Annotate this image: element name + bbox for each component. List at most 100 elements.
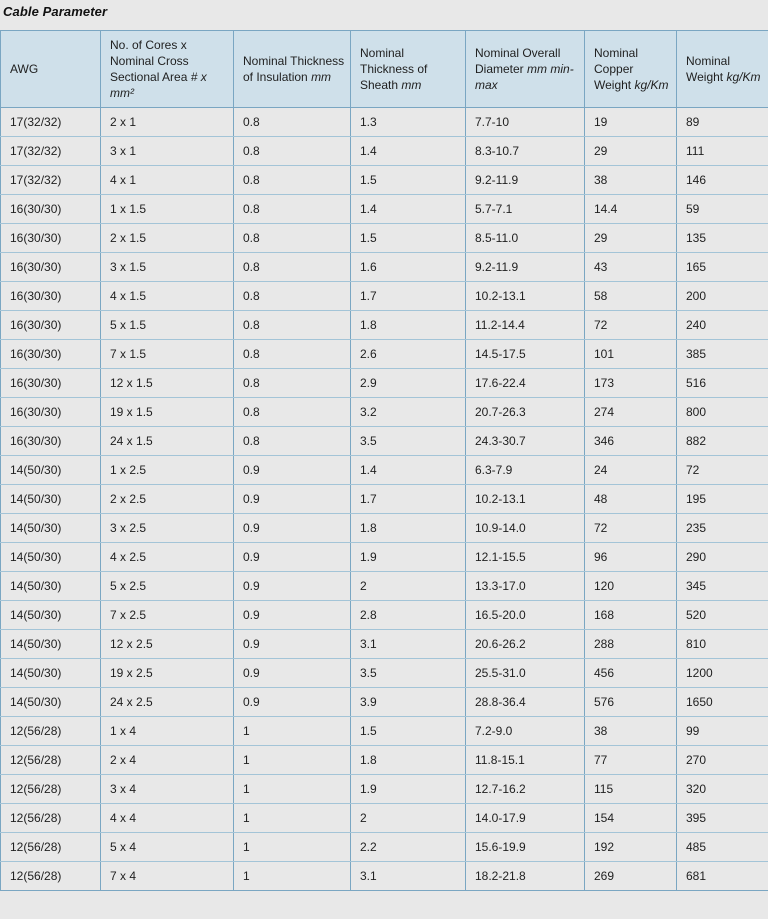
cell-nominal-weight: 516	[676, 368, 768, 398]
cell-overall-diameter: 17.6-22.4	[465, 368, 585, 398]
cell-sheath-thickness: 3.2	[350, 397, 466, 427]
column-header-nominal-weight: Nominal Weight kg/Km	[676, 30, 768, 108]
cell-cores-cross-section: 4 x 2.5	[100, 542, 234, 572]
cell-insulation-thickness: 0.8	[233, 107, 351, 137]
cell-copper-weight: 456	[584, 658, 677, 688]
cell-awg: 17(32/32)	[0, 136, 101, 166]
cell-awg: 12(56/28)	[0, 774, 101, 804]
table-row: 12(56/28) 4 x 4 1 2 14.0-17.9 154 395	[0, 803, 768, 833]
cell-insulation-thickness: 0.9	[233, 542, 351, 572]
cell-overall-diameter: 11.8-15.1	[465, 745, 585, 775]
table-row: 14(50/30) 5 x 2.5 0.9 2 13.3-17.0 120 345	[0, 571, 768, 601]
column-header-awg: AWG	[0, 30, 101, 108]
column-unit: mm	[311, 70, 332, 84]
cell-sheath-thickness: 1.8	[350, 745, 466, 775]
column-label: Nominal Weight	[686, 54, 731, 84]
cell-cores-cross-section: 12 x 1.5	[100, 368, 234, 398]
cell-cores-cross-section: 3 x 1	[100, 136, 234, 166]
table-row: 16(30/30) 3 x 1.5 0.8 1.6 9.2-11.9 43 165	[0, 252, 768, 282]
cell-overall-diameter: 8.5-11.0	[465, 223, 585, 253]
cell-nominal-weight: 99	[676, 716, 768, 746]
cell-insulation-thickness: 0.9	[233, 455, 351, 485]
cell-overall-diameter: 24.3-30.7	[465, 426, 585, 456]
cell-nominal-weight: 235	[676, 513, 768, 543]
cell-copper-weight: 58	[584, 281, 677, 311]
cell-awg: 12(56/28)	[0, 861, 101, 891]
table-row: 14(50/30) 7 x 2.5 0.9 2.8 16.5-20.0 168 520	[0, 600, 768, 630]
cell-copper-weight: 274	[584, 397, 677, 427]
cell-insulation-thickness: 1	[233, 861, 351, 891]
table-row: 14(50/30) 24 x 2.5 0.9 3.9 28.8-36.4 576 1650	[0, 687, 768, 717]
cell-cores-cross-section: 12 x 2.5	[100, 629, 234, 659]
cell-awg: 17(32/32)	[0, 107, 101, 137]
cell-awg: 14(50/30)	[0, 484, 101, 514]
cell-insulation-thickness: 0.8	[233, 426, 351, 456]
cell-copper-weight: 120	[584, 571, 677, 601]
table-row: 14(50/30) 4 x 2.5 0.9 1.9 12.1-15.5 96 290	[0, 542, 768, 572]
cell-copper-weight: 48	[584, 484, 677, 514]
table-row: 12(56/28) 2 x 4 1 1.8 11.8-15.1 77 270	[0, 745, 768, 775]
cell-sheath-thickness: 1.3	[350, 107, 466, 137]
cell-sheath-thickness: 2	[350, 571, 466, 601]
cell-insulation-thickness: 1	[233, 832, 351, 862]
cell-awg: 14(50/30)	[0, 455, 101, 485]
cell-cores-cross-section: 5 x 4	[100, 832, 234, 862]
cell-sheath-thickness: 2.6	[350, 339, 466, 369]
cell-nominal-weight: 1650	[676, 687, 768, 717]
cell-cores-cross-section: 4 x 1.5	[100, 281, 234, 311]
cell-sheath-thickness: 1.4	[350, 455, 466, 485]
cell-overall-diameter: 18.2-21.8	[465, 861, 585, 891]
column-label: Nominal Overall Diameter	[475, 46, 561, 76]
cell-sheath-thickness: 3.9	[350, 687, 466, 717]
cell-nominal-weight: 195	[676, 484, 768, 514]
table-row: 17(32/32) 4 x 1 0.8 1.5 9.2-11.9 38 146	[0, 165, 768, 195]
cell-insulation-thickness: 0.8	[233, 136, 351, 166]
cell-insulation-thickness: 0.9	[233, 571, 351, 601]
cell-overall-diameter: 15.6-19.9	[465, 832, 585, 862]
cell-nominal-weight: 200	[676, 281, 768, 311]
table-row: 16(30/30) 24 x 1.5 0.8 3.5 24.3-30.7 346 882	[0, 426, 768, 456]
table-row: 12(56/28) 5 x 4 1 2.2 15.6-19.9 192 485	[0, 832, 768, 862]
cell-nominal-weight: 270	[676, 745, 768, 775]
cell-insulation-thickness: 0.8	[233, 223, 351, 253]
cell-sheath-thickness: 1.4	[350, 136, 466, 166]
cell-cores-cross-section: 5 x 1.5	[100, 310, 234, 340]
cell-awg: 16(30/30)	[0, 426, 101, 456]
table-row: 16(30/30) 2 x 1.5 0.8 1.5 8.5-11.0 29 135	[0, 223, 768, 253]
cell-cores-cross-section: 19 x 2.5	[100, 658, 234, 688]
cell-nominal-weight: 800	[676, 397, 768, 427]
cell-cores-cross-section: 7 x 4	[100, 861, 234, 891]
cell-copper-weight: 173	[584, 368, 677, 398]
table-row: 12(56/28) 3 x 4 1 1.9 12.7-16.2 115 320	[0, 774, 768, 804]
cell-overall-diameter: 10.2-13.1	[465, 281, 585, 311]
table-body: 17(32/32) 2 x 1 0.8 1.3 7.7-10 19 89 17(32/32) 3…	[0, 107, 768, 891]
cell-sheath-thickness: 3.1	[350, 629, 466, 659]
table-row: 16(30/30) 7 x 1.5 0.8 2.6 14.5-17.5 101 385	[0, 339, 768, 369]
cell-insulation-thickness: 0.9	[233, 687, 351, 717]
table-row: 17(32/32) 3 x 1 0.8 1.4 8.3-10.7 29 111	[0, 136, 768, 166]
cell-sheath-thickness: 1.4	[350, 194, 466, 224]
cell-nominal-weight: 345	[676, 571, 768, 601]
column-label: AWG	[10, 62, 39, 76]
column-unit: mm min-max	[475, 62, 574, 92]
cell-copper-weight: 77	[584, 745, 677, 775]
cell-cores-cross-section: 24 x 1.5	[100, 426, 234, 456]
cell-cores-cross-section: 24 x 2.5	[100, 687, 234, 717]
cell-nominal-weight: 89	[676, 107, 768, 137]
cell-overall-diameter: 20.6-26.2	[465, 629, 585, 659]
cell-nominal-weight: 320	[676, 774, 768, 804]
cell-overall-diameter: 25.5-31.0	[465, 658, 585, 688]
cell-overall-diameter: 10.9-14.0	[465, 513, 585, 543]
cell-insulation-thickness: 1	[233, 774, 351, 804]
cell-copper-weight: 29	[584, 136, 677, 166]
cell-nominal-weight: 882	[676, 426, 768, 456]
cell-overall-diameter: 12.7-16.2	[465, 774, 585, 804]
cell-overall-diameter: 6.3-7.9	[465, 455, 585, 485]
cell-awg: 14(50/30)	[0, 658, 101, 688]
cell-overall-diameter: 11.2-14.4	[465, 310, 585, 340]
cell-sheath-thickness: 1.5	[350, 223, 466, 253]
cell-overall-diameter: 9.2-11.9	[465, 165, 585, 195]
cell-awg: 17(32/32)	[0, 165, 101, 195]
cell-sheath-thickness: 2.2	[350, 832, 466, 862]
cell-sheath-thickness: 2.9	[350, 368, 466, 398]
